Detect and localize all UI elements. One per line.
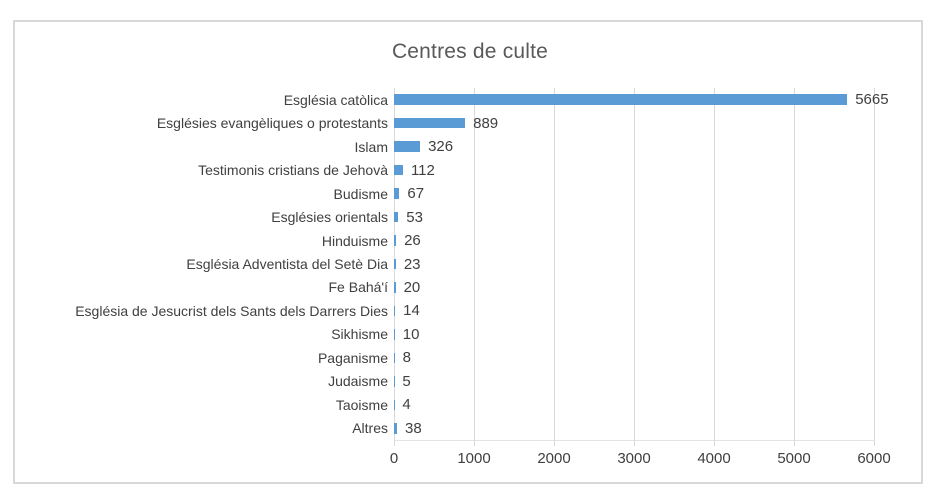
bar-track: 889 [394,111,498,134]
value-label: 5 [402,372,411,390]
axis-tick-1000 [473,440,475,446]
bar-track: 5 [394,370,411,393]
category-label: Fe Bahá'í [328,279,389,296]
bar-track: 4 [394,393,411,416]
value-label: 889 [473,114,499,132]
value-label: 326 [428,138,454,156]
value-label: 112 [410,161,435,179]
x-tick-label-0: 0 [389,450,399,467]
bar-track: 14 [394,299,420,322]
category-label: Església de Jesucrist dels Sants dels Da… [75,302,388,319]
bar [394,282,396,293]
category-label: Islam [354,138,388,155]
axis-tick-5000 [793,440,795,446]
x-tick-label-3000: 3000 [617,450,651,467]
axis-tick-6000 [873,440,875,446]
value-label: 20 [403,278,421,296]
gridline-3000 [633,88,635,440]
value-label: 10 [402,325,420,343]
category-label: Judaisme [328,373,388,390]
bar [394,141,421,152]
bar-track: 26 [394,229,421,252]
axis-tick-4000 [713,440,715,446]
value-label: 23 [403,255,421,273]
bar-track: 5665 [394,88,889,111]
table-row: Església catòlica 5665 [14,88,914,111]
table-row: Taoisme 4 [14,393,914,416]
bar [394,94,848,105]
table-row: Sikhisme 10 [14,323,914,346]
value-label: 4 [402,396,411,414]
axis-tick-3000 [633,440,635,446]
category-label: Testimonis cristians de Jehovà [198,162,388,179]
category-label: Església Adventista del Setè Dia [186,256,388,273]
bar [394,211,399,223]
value-label: 26 [404,232,421,250]
category-label: Budisme [333,185,388,202]
category-label: Taoisme [335,396,388,413]
value-label: 14 [403,302,420,320]
bar [394,258,396,270]
value-label: 67 [407,185,425,203]
table-row: Hinduisme 26 [14,229,914,252]
bar-track: 20 [394,276,420,299]
gridline-5000 [793,88,795,440]
x-tick-label-5000: 5000 [777,450,811,467]
bar-track: 10 [394,323,419,346]
table-row: Fe Bahá'í 20 [14,276,914,299]
bar [394,423,398,434]
x-tick-label-1000: 1000 [457,450,491,467]
category-label: Altres [352,420,388,437]
gridline-6000 [873,88,875,440]
table-row: Testimonis cristians de Jehovà 112 [14,158,914,181]
x-tick-label-4000: 4000 [697,450,731,467]
table-row: Altres 38 [14,417,914,440]
x-axis: 0 1000 2000 3000 4000 5000 6000 [390,450,891,470]
gridline-1000 [473,88,475,440]
value-label: 53 [406,208,423,226]
bar [394,235,397,246]
bar-track: 112 [394,158,435,181]
bar-track: 53 [394,205,423,228]
category-label: Església catòlica [283,91,388,108]
bar [394,352,395,364]
category-label: Esglésies evangèliques o protestants [156,115,388,132]
bar [394,329,395,340]
bar-rows: Església catòlica 5665 Esglésies evangèliq… [14,88,914,440]
bar [394,188,400,199]
category-label: Hinduisme [321,232,388,249]
bar-track: 326 [394,135,453,158]
table-row: Església Adventista del Setè Dia 23 [14,252,914,275]
axis-tick-0 [393,440,395,446]
value-label: 38 [405,419,422,437]
category-label: Sikhisme [331,326,388,343]
x-tick-label-6000: 6000 [857,450,891,467]
bar-track: 23 [394,252,421,275]
table-row: Islam 326 [14,135,914,158]
table-row: Paganisme 8 [14,346,914,369]
bar [394,164,403,176]
bar [394,117,466,129]
value-label: 8 [402,349,411,367]
x-tick-label-2000: 2000 [537,450,571,467]
bar-track: 38 [394,417,422,440]
category-label: Esglésies orientals [271,209,388,226]
bar-track: 67 [394,182,424,205]
table-row: Esglésies orientals 53 [14,205,914,228]
table-row: Judaisme 5 [14,370,914,393]
gridline-4000 [713,88,715,440]
table-row: Església de Jesucrist dels Sants dels Da… [14,299,914,322]
axis-tick-2000 [553,440,555,446]
bar-track: 8 [394,346,411,369]
chart-title: Centres de culte [391,40,549,63]
table-row: Budisme 67 [14,182,914,205]
gridline-2000 [553,88,555,440]
category-label: Paganisme [317,349,388,366]
bar [394,305,396,317]
table-row: Esglésies evangèliques o protestants 889 [14,111,914,134]
value-label: 5665 [855,91,889,109]
